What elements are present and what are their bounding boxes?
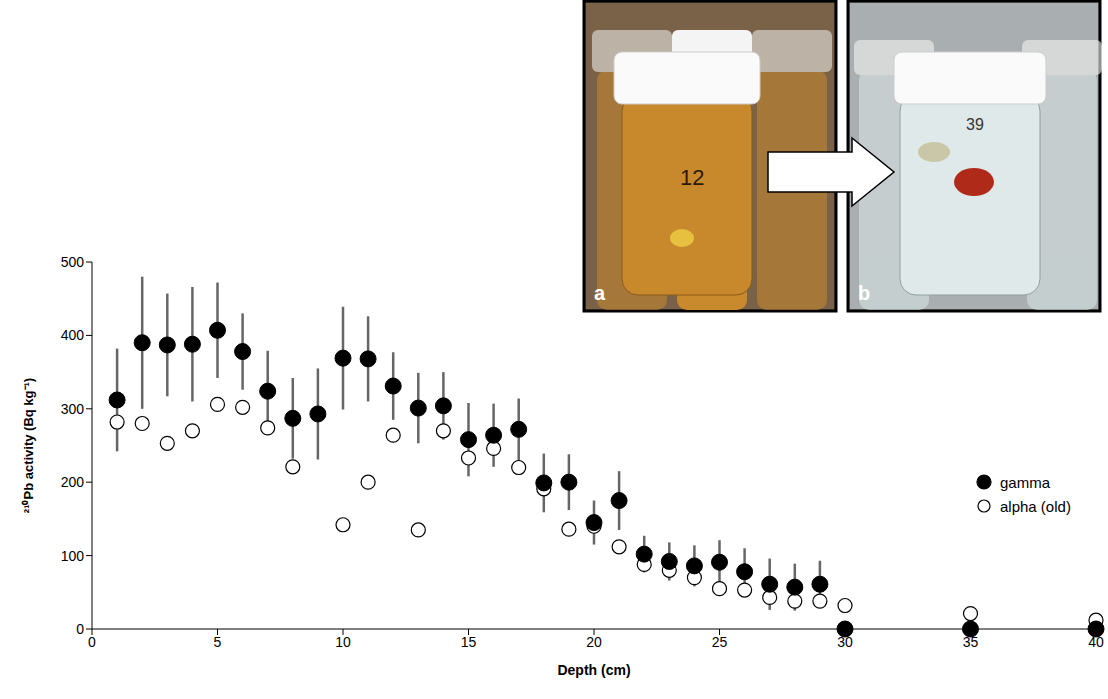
svg-text:500: 500 (61, 254, 85, 270)
svg-text:100: 100 (61, 548, 85, 564)
svg-text:39: 39 (966, 116, 984, 133)
svg-text:30: 30 (837, 634, 853, 650)
svg-text:25: 25 (712, 634, 728, 650)
svg-text:0: 0 (88, 634, 96, 650)
svg-text:15: 15 (461, 634, 477, 650)
html-text:gamma: gamma (1000, 473, 1050, 491)
svg-text:5: 5 (214, 634, 222, 650)
svg-text:40: 40 (1088, 634, 1104, 650)
html-text:alpha (old): alpha (old) (1000, 497, 1071, 515)
svg-text:Depth (cm): Depth (cm) (557, 662, 630, 678)
svg-text:10: 10 (335, 634, 351, 650)
svg-text:0: 0 (76, 621, 84, 637)
svg-text:12: 12 (680, 165, 704, 190)
svg-text:a: a (594, 282, 606, 304)
svg-text:²¹⁰Pb activity (Bq kg⁻¹): ²¹⁰Pb activity (Bq kg⁻¹) (21, 378, 36, 513)
svg-text:20: 20 (586, 634, 602, 650)
svg-text:35: 35 (963, 634, 979, 650)
svg-text:300: 300 (61, 401, 85, 417)
svg-text:200: 200 (61, 474, 85, 490)
svg-text:400: 400 (61, 327, 85, 343)
svg-text:b: b (858, 282, 870, 304)
